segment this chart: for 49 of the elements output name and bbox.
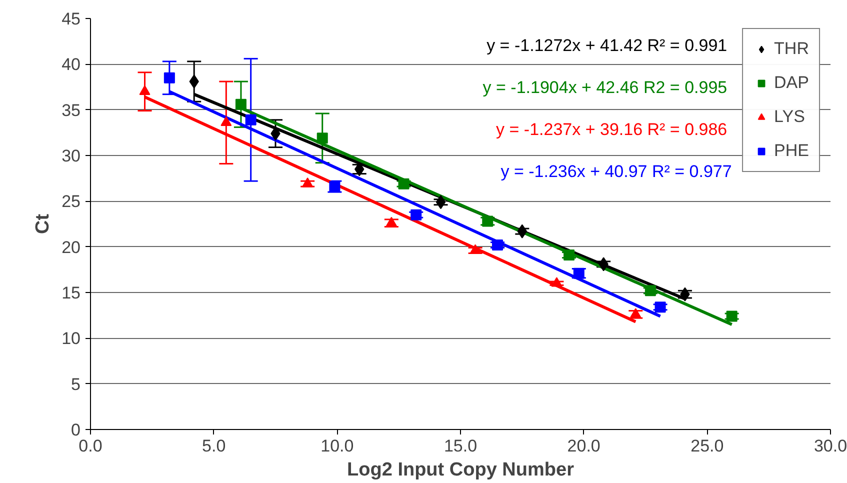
- point: [492, 240, 503, 251]
- y-axis-title: Ct: [32, 213, 54, 234]
- legend-label: DAP: [774, 73, 809, 93]
- y-tick-label: 10: [62, 329, 81, 348]
- x-tick-label: 20.0: [567, 436, 600, 456]
- point: [302, 178, 314, 188]
- point: [245, 114, 256, 126]
- y-tick-label: 40: [62, 55, 81, 74]
- annotation: y = -1.237x + 39.16 R² = 0.986: [496, 120, 728, 140]
- y-tick-label: 25: [62, 192, 81, 212]
- point: [726, 310, 738, 322]
- x-tick-label: 15.0: [444, 436, 478, 456]
- y-tick-label: 35: [62, 100, 81, 120]
- point: [470, 244, 481, 254]
- point: [329, 181, 340, 192]
- point: [220, 116, 232, 126]
- y-tick-label: 30: [62, 146, 81, 166]
- y-tick-label: 15: [62, 284, 81, 302]
- annotation: y = -1.1904x + 42.46 R2 = 0.995: [482, 78, 728, 98]
- point: [644, 285, 656, 296]
- x-axis-title: Log2 Input Copy Number: [347, 460, 575, 480]
- point: [386, 216, 397, 226]
- legend-label: PHE: [774, 141, 809, 161]
- y-tick-label: 0: [71, 420, 81, 440]
- point: [436, 195, 446, 210]
- legend-label: THR: [774, 39, 809, 59]
- y-tick-label: 5: [71, 374, 81, 394]
- legend-label: LYS: [774, 107, 805, 127]
- point: [235, 98, 246, 110]
- x-tick-label: 10.0: [320, 436, 354, 456]
- point: [316, 132, 328, 144]
- annotation: y = -1.236x + 40.97 R² = 0.977: [500, 162, 732, 182]
- point: [654, 302, 666, 313]
- x-tick-label: 30.0: [814, 436, 847, 456]
- point: [564, 250, 575, 261]
- point: [551, 277, 562, 287]
- point: [139, 85, 150, 95]
- point: [630, 308, 642, 318]
- x-tick-label: 0.0: [78, 436, 102, 456]
- point: [410, 209, 422, 220]
- y-tick-label: 45: [62, 10, 81, 28]
- point: [164, 72, 175, 84]
- point: [482, 216, 494, 227]
- x-tick-label: 5.0: [202, 436, 226, 456]
- point: [573, 268, 584, 279]
- annotation: y = -1.1272x + 41.42 R² = 0.991: [486, 36, 728, 56]
- x-tick-label: 25.0: [690, 436, 724, 456]
- point: [398, 178, 410, 190]
- y-tick-label: 20: [62, 238, 81, 257]
